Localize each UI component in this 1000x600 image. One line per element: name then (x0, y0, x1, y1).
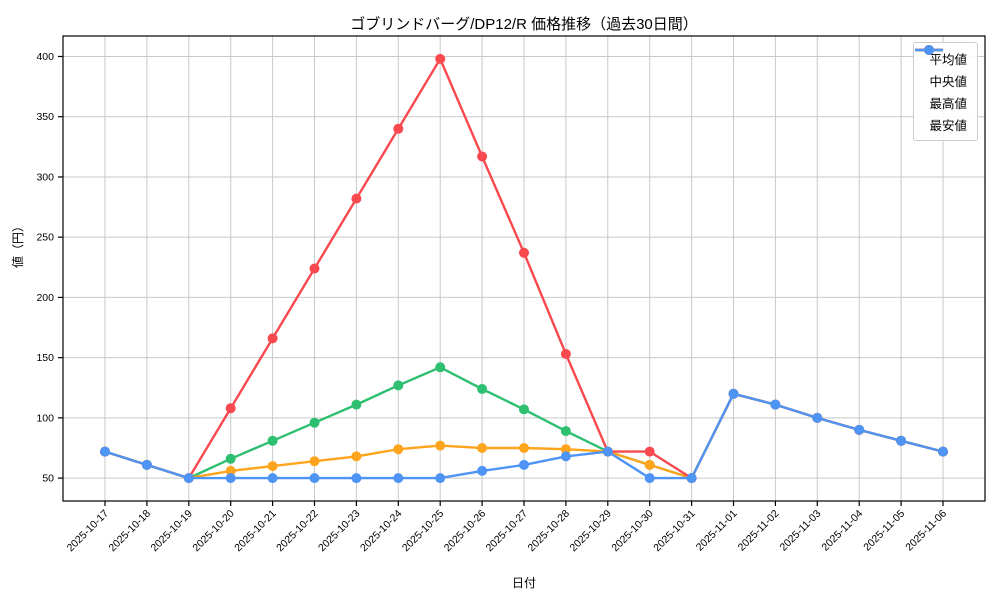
y-tick-label: 250 (36, 232, 54, 244)
series-min (100, 388, 948, 484)
x-tick-label: 2025-11-05 (861, 508, 907, 554)
x-tick-label: 2025-10-29 (567, 508, 614, 555)
data-point (519, 459, 529, 470)
x-tick-label: 2025-11-06 (903, 508, 949, 554)
data-point (267, 461, 278, 472)
data-point (351, 399, 362, 410)
legend-item-max: 最高値 (915, 45, 967, 111)
data-point (225, 453, 236, 464)
data-point (393, 380, 404, 391)
y-tick-label: 150 (36, 352, 54, 364)
data-point (435, 53, 446, 64)
data-point (435, 473, 446, 484)
x-tick-label: 2025-10-23 (316, 508, 363, 555)
legend-label-max: 最高値 (929, 97, 967, 111)
y-tick-label: 100 (36, 412, 54, 424)
legend-label-average: 平均値 (929, 53, 967, 67)
x-tick-label: 2025-10-24 (358, 508, 405, 555)
x-tick-label: 2025-11-04 (819, 508, 865, 554)
data-point (770, 399, 781, 410)
x-tick-label: 2025-11-01 (694, 508, 740, 554)
x-tick-label: 2025-10-19 (148, 508, 195, 555)
data-point (141, 459, 152, 470)
data-point (435, 440, 446, 451)
data-point (728, 388, 739, 399)
chart-title: ゴブリンドバーグ/DP12/R 価格推移（過去30日間） (350, 16, 698, 33)
data-point (560, 444, 571, 455)
y-tick-label: 200 (36, 292, 54, 304)
x-tick-label: 2025-11-02 (736, 508, 782, 554)
data-point (267, 435, 278, 446)
x-tick-label: 2025-10-25 (400, 508, 447, 555)
data-point (351, 451, 362, 462)
data-point (477, 465, 488, 476)
data-point (225, 403, 236, 414)
legend-item-min: 最安値 (915, 45, 967, 133)
data-point (267, 473, 278, 484)
data-point (644, 446, 655, 457)
data-point (351, 473, 362, 484)
legend: 平均値中央値最高値最安値 (913, 42, 978, 141)
data-point (477, 443, 488, 453)
y-axis-label: 値（円） (11, 219, 25, 268)
data-point (309, 417, 320, 428)
data-point (938, 446, 948, 457)
data-point (477, 384, 488, 394)
data-point (393, 473, 404, 484)
legend-marker-min (915, 45, 944, 55)
x-tick-label: 2025-10-28 (526, 508, 573, 555)
data-point (435, 362, 446, 373)
x-tick-label: 2025-10-27 (484, 508, 531, 555)
y-tick-label: 300 (36, 171, 54, 183)
y-tick-label: 50 (42, 473, 54, 485)
data-point (225, 473, 236, 484)
x-tick-label: 2025-10-18 (107, 508, 154, 555)
data-point (602, 446, 613, 457)
axes (58, 35, 986, 506)
x-tick-label: 2025-11-03 (778, 508, 824, 554)
x-tick-label: 2025-10-17 (65, 508, 112, 555)
x-tick-label: 2025-10-20 (190, 508, 237, 555)
data-point (309, 473, 320, 484)
data-point (225, 465, 236, 476)
data-point (812, 412, 823, 423)
data-point (309, 456, 320, 467)
data-point (100, 446, 110, 457)
data-point (644, 459, 655, 470)
y-tick-label: 350 (36, 111, 54, 123)
gridlines (63, 36, 985, 501)
data-point (393, 444, 404, 455)
data-point (309, 263, 320, 274)
legend-label-median: 中央値 (929, 75, 967, 89)
data-point (560, 426, 571, 437)
legend-label-min: 最安値 (929, 119, 967, 133)
x-axis-label: 日付 (511, 576, 536, 590)
data-point (393, 123, 404, 134)
data-point (686, 473, 697, 484)
x-tick-label: 2025-10-30 (609, 508, 656, 555)
data-point (560, 349, 571, 359)
data-point (267, 333, 278, 344)
data-point (519, 443, 529, 453)
x-tick-label: 2025-10-22 (274, 508, 321, 555)
data-point (477, 151, 488, 162)
data-point (519, 404, 529, 415)
data-point (351, 193, 362, 204)
x-tick-label: 2025-10-31 (651, 508, 698, 555)
x-tick-label: 2025-10-21 (232, 508, 279, 555)
data-point (644, 473, 655, 484)
data-point (560, 451, 571, 462)
data-point (519, 247, 529, 258)
data-point (183, 473, 194, 484)
legend-item-median: 中央値 (915, 45, 967, 89)
y-tick-label: 400 (36, 51, 54, 63)
data-point (896, 435, 907, 446)
x-tick-label: 2025-10-26 (442, 508, 489, 555)
tick-labels: 501001502002503003504002025-10-172025-10… (36, 51, 949, 554)
legend-dot (924, 45, 935, 55)
series-group (100, 53, 948, 484)
data-point (854, 424, 865, 435)
